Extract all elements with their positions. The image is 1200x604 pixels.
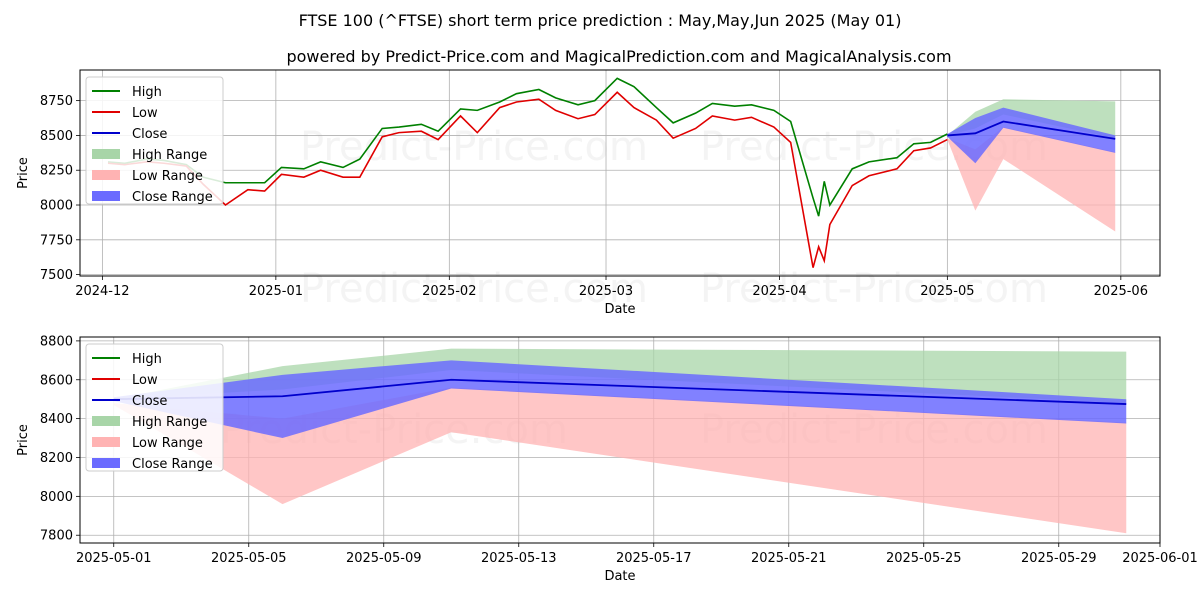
- y-tick-label: 8400: [40, 412, 73, 427]
- x-tick-label: 2025-06-01: [1122, 551, 1198, 566]
- x-tick-label: 2025-05-05: [211, 551, 287, 566]
- x-tick-label: 2025-05-01: [76, 551, 152, 566]
- legend-label: High: [132, 85, 162, 100]
- watermark-text: Predict-Price.com: [300, 266, 648, 312]
- legend-swatch-patch: [92, 416, 120, 426]
- close-range-band: [947, 107, 1116, 164]
- y-axis-label: Price: [16, 157, 31, 189]
- x-tick-label: 2025-03: [579, 284, 633, 299]
- y-tick-label: 7500: [40, 268, 73, 283]
- chart-subtitle: powered by Predict-Price.com and Magical…: [286, 47, 951, 66]
- y-tick-label: 7800: [40, 529, 73, 544]
- x-tick-label: 2025-05-13: [481, 551, 557, 566]
- legend-label: High: [132, 352, 162, 367]
- legend-swatch-patch: [92, 458, 120, 468]
- high-series-line: [107, 77, 948, 217]
- x-tick-label: 2025-05-21: [751, 551, 827, 566]
- x-tick-label: 2025-02: [422, 284, 476, 299]
- x-tick-label: 2025-05-25: [886, 551, 962, 566]
- low-range-band: [113, 387, 1127, 534]
- x-tick-label: 2025-05: [920, 284, 974, 299]
- legend-label: Low: [132, 106, 158, 121]
- y-tick-label: 8200: [40, 451, 73, 466]
- top-plot: Predict-Price.com Predict-Price.com Predic…: [16, 69, 1161, 317]
- legend-label: Close Range: [132, 457, 213, 472]
- legend-label: Low Range: [132, 436, 203, 451]
- bottom-plot: Predict-Price.comPredict-Price.com2025-0…: [16, 334, 1198, 584]
- close-series-line: [947, 120, 1116, 140]
- y-tick-label: 8000: [40, 490, 73, 505]
- y-tick-label: 8600: [40, 373, 73, 388]
- legend-swatch-patch: [92, 149, 120, 159]
- legend-swatch-patch: [92, 191, 120, 201]
- legend-box: [85, 76, 224, 205]
- chart-title: FTSE 100 (^FTSE) short term price predic…: [299, 11, 902, 30]
- low-range-band: [947, 127, 1116, 232]
- x-tick-label: 2025-05-29: [1021, 551, 1097, 566]
- legend-swatch-patch: [92, 170, 120, 180]
- close-range-band: [113, 360, 1127, 439]
- low-series-line: [107, 91, 948, 268]
- x-tick-label: 2025-05-17: [616, 551, 692, 566]
- y-tick-label: 8500: [40, 129, 73, 144]
- y-axis-label: Price: [16, 424, 31, 456]
- legend-label: Low: [132, 373, 158, 388]
- legend-label: Close: [132, 394, 167, 409]
- y-tick-label: 8800: [40, 334, 73, 349]
- x-tick-label: 2025-06: [1094, 284, 1148, 299]
- legend-label: High Range: [132, 148, 207, 163]
- watermark-text: Predict-Price.com: [300, 124, 648, 170]
- legend-label: Close: [132, 127, 167, 142]
- y-tick-label: 8250: [40, 164, 73, 179]
- y-tick-label: 8750: [40, 94, 73, 109]
- watermark-text: Predict-Price.com: [700, 266, 1048, 312]
- y-tick-label: 7750: [40, 233, 73, 248]
- legend-box: [85, 343, 224, 472]
- x-tick-label: 2024-12: [75, 284, 129, 299]
- legend-swatch-patch: [92, 437, 120, 447]
- plot-frame: [79, 336, 1161, 544]
- x-tick-label: 2025-05-09: [346, 551, 422, 566]
- plot-frame: [79, 69, 1161, 277]
- x-axis-label: Date: [604, 302, 635, 317]
- legend-label: Low Range: [132, 169, 203, 184]
- x-tick-label: 2025-04: [752, 284, 806, 299]
- x-tick-label: 2025-01: [249, 284, 303, 299]
- legend-label: Close Range: [132, 190, 213, 205]
- x-axis-label: Date: [604, 569, 635, 584]
- legend-label: High Range: [132, 415, 207, 430]
- y-tick-label: 8000: [40, 199, 73, 214]
